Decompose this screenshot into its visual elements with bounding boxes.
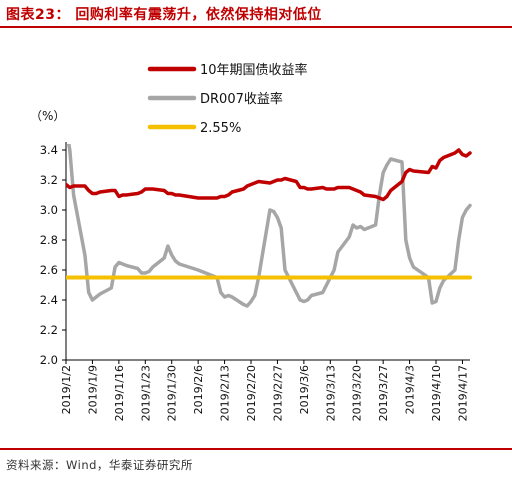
x-tick-label: 2019/2/6 xyxy=(192,365,205,414)
x-axis: 2019/1/2 2019/1/9 2019/1/16 2019/1/23 2019/1… xyxy=(60,359,470,421)
x-tick-label: 2019/3/6 xyxy=(298,365,311,414)
legend-label: DR007收益率 xyxy=(200,91,283,107)
x-tick-label: 2019/1/16 xyxy=(113,365,126,421)
chart-legend: 10年期国债收益率 DR007收益率 2.55% xyxy=(147,62,308,136)
x-tick-label: 2019/4/3 xyxy=(404,365,417,414)
x-tick-label: 2019/3/20 xyxy=(351,365,364,421)
y-axis-label: （%） xyxy=(30,109,65,123)
y-tick-label: 3.0 xyxy=(40,203,58,217)
y-tick-label: 3.2 xyxy=(40,173,58,187)
x-tick-label: 2019/1/2 xyxy=(60,365,73,414)
figure-title: 图表23： 回购利率有震荡升，依然保持相对低位 xyxy=(6,7,322,23)
x-tick-label: 2019/4/17 xyxy=(456,365,469,421)
x-tick-label: 2019/3/27 xyxy=(377,365,390,421)
y-tick-label: 3.4 xyxy=(40,143,58,157)
x-tick-label: 2019/2/27 xyxy=(271,365,284,421)
x-tick-label: 2019/3/13 xyxy=(324,365,337,421)
x-tick-label: 2019/1/9 xyxy=(86,365,99,414)
y-tick-label: 2.2 xyxy=(40,323,58,337)
plot-series xyxy=(66,144,472,308)
x-tick-label: 2019/1/30 xyxy=(166,365,179,421)
series-dr007-rate xyxy=(67,144,472,308)
x-tick-label: 2019/1/23 xyxy=(139,365,152,421)
x-tick-label: 2019/4/10 xyxy=(430,365,443,421)
title-rule xyxy=(0,26,512,28)
y-axis: 2.0 2.2 2.4 2.6 2.8 3.0 3.2 3.4 xyxy=(40,142,67,367)
legend-label: 10年期国债收益率 xyxy=(200,62,308,78)
x-tick-label: 2019/2/13 xyxy=(219,365,232,421)
y-tick-label: 2.8 xyxy=(40,233,58,247)
series-10y-treasury-yield xyxy=(66,148,472,202)
source-note: 资料来源：Wind，华泰证券研究所 xyxy=(6,458,193,472)
source-rule xyxy=(0,448,512,450)
y-tick-label: 2.4 xyxy=(40,293,58,307)
x-tick-label: 2019/2/20 xyxy=(245,365,258,421)
y-tick-label: 2.6 xyxy=(40,263,58,277)
legend-label: 2.55% xyxy=(200,121,241,136)
y-tick-label: 2.0 xyxy=(40,353,58,367)
